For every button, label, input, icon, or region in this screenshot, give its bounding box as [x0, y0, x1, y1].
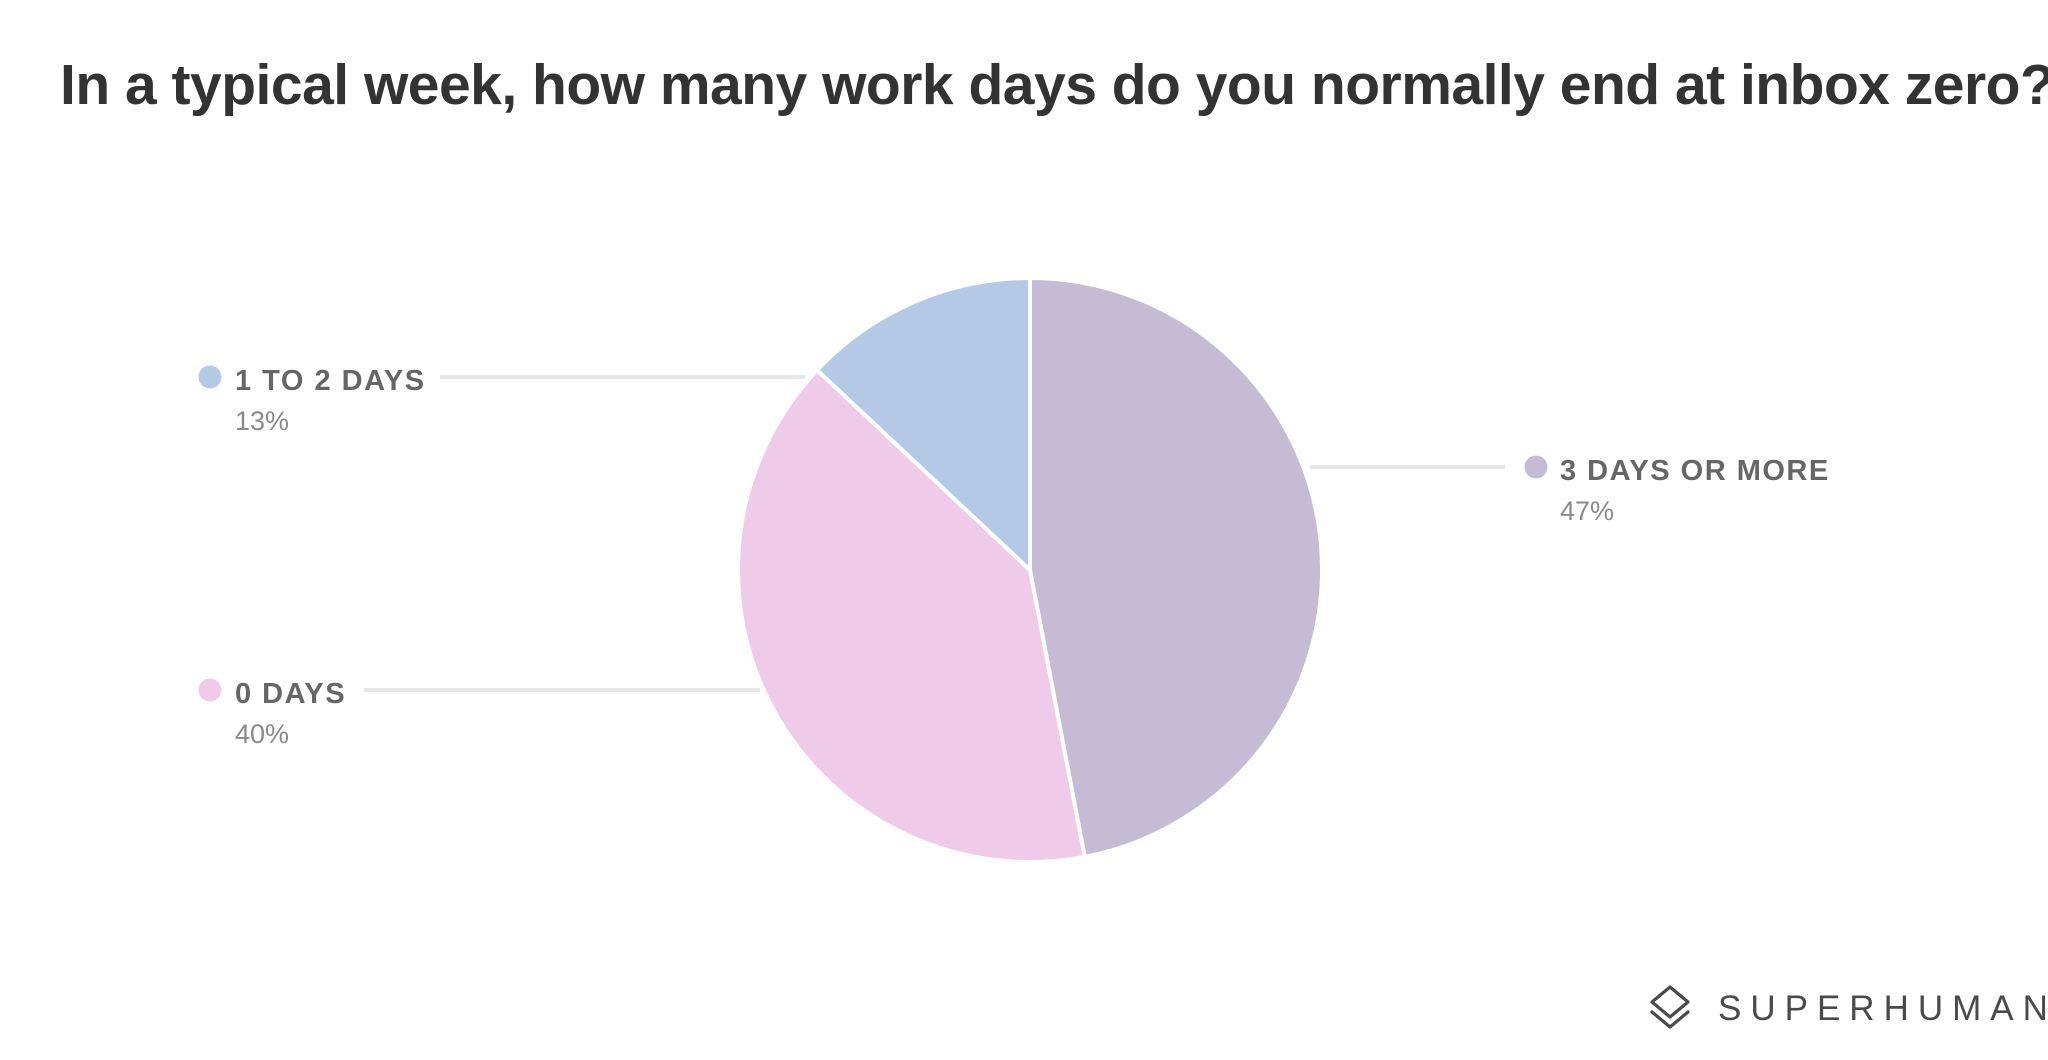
pie-slice-0-days — [736, 368, 1087, 865]
pie-slices — [736, 276, 1324, 865]
slice-percent-3-days-or-more: 47% — [1560, 496, 1614, 526]
pie-callouts: 3 DAYS OR MORE 47% 0 DAYS 40% 1 TO 2 DAYS 13% — [198, 365, 1830, 749]
brand-name: SUPERHUMAN — [1718, 989, 2048, 1028]
slice-label-3-days-or-more: 3 DAYS OR MORE — [1560, 455, 1830, 487]
superhuman-logo-icon — [1650, 985, 1690, 1029]
pie-slice-1-to-2-days — [815, 276, 1032, 572]
superhuman-brand: SUPERHUMAN — [1648, 984, 2048, 1034]
legend-dot-0-days — [198, 678, 222, 702]
pie-slice-3-days-or-more — [1028, 276, 1324, 859]
slice-label-1-to-2-days: 1 TO 2 DAYS — [235, 365, 426, 397]
legend-dot-1-to-2-days — [198, 365, 222, 389]
slice-percent-1-to-2-days: 13% — [235, 406, 289, 436]
legend-dot-3-days-or-more — [1524, 455, 1548, 479]
slice-label-0-days: 0 DAYS — [235, 678, 346, 710]
slice-percent-0-days: 40% — [235, 719, 289, 749]
chart-title: In a typical week, how many work days do… — [60, 53, 2048, 117]
